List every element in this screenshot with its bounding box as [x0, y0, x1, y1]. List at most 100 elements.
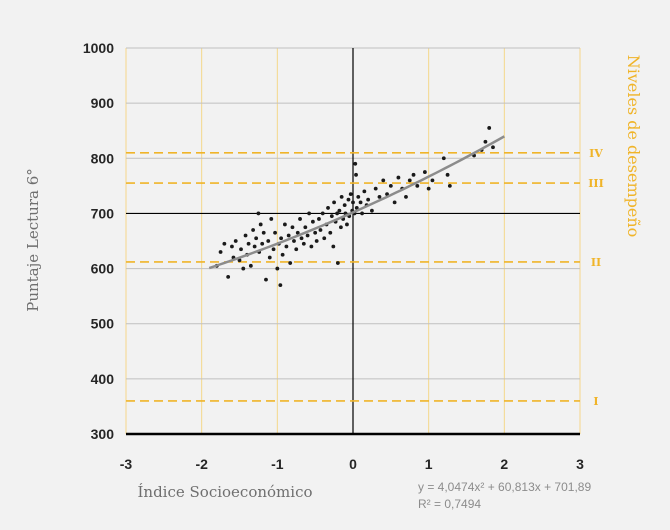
- data-point-7: [237, 258, 242, 263]
- data-point-95: [404, 194, 408, 199]
- x-tick-0: 0: [349, 456, 357, 472]
- level-label-III: III: [588, 177, 603, 190]
- data-point-108: [487, 126, 492, 130]
- data-point-97: [411, 172, 416, 177]
- data-point-104: [447, 183, 452, 188]
- data-point-93: [396, 175, 401, 180]
- data-point-80: [356, 194, 361, 199]
- trendline-curve: [208, 135, 505, 270]
- data-point-8: [239, 247, 243, 252]
- data-point-51: [317, 217, 321, 221]
- vertical-grid: [125, 48, 581, 434]
- data-point-77: [353, 161, 358, 166]
- data-point-88: [377, 194, 382, 199]
- y-tick-1000: 1000: [83, 40, 114, 56]
- data-point-37: [290, 225, 295, 230]
- y-tick-700: 700: [91, 205, 115, 221]
- data-point-107: [483, 139, 488, 144]
- data-point-10: [243, 233, 248, 238]
- data-point-98: [415, 183, 420, 188]
- x-tick-labels: -3 -2 -1 0 1 2 3: [120, 456, 584, 472]
- data-point-49: [313, 230, 318, 235]
- data-point-78: [354, 172, 358, 177]
- data-point-25: [269, 217, 274, 221]
- data-points: [214, 126, 495, 288]
- data-point-64: [337, 208, 342, 213]
- data-point-96: [407, 178, 412, 183]
- data-point-79: [354, 206, 359, 210]
- data-point-58: [329, 214, 334, 219]
- data-point-102: [441, 156, 446, 161]
- level-label-II: II: [591, 256, 601, 269]
- data-point-2: [222, 241, 227, 246]
- x-tick--1: -1: [271, 456, 284, 472]
- data-point-43: [301, 241, 306, 246]
- y-tick-900: 900: [91, 95, 115, 111]
- data-point-45: [305, 233, 310, 238]
- data-point-22: [264, 277, 268, 282]
- data-point-92: [392, 200, 397, 205]
- data-point-50: [314, 239, 319, 243]
- x-tick-2: 2: [500, 456, 508, 472]
- y-tick-300: 300: [91, 426, 115, 442]
- data-point-91: [388, 183, 393, 188]
- y-tick-400: 400: [91, 371, 115, 387]
- x-tick--2: -2: [195, 456, 208, 472]
- data-point-68: [342, 203, 347, 208]
- data-point-23: [266, 239, 271, 243]
- data-point-17: [256, 211, 261, 216]
- level-label-IV: IV: [589, 147, 603, 160]
- data-point-12: [246, 241, 251, 246]
- x-axis-title: Índice Socioeconómico: [137, 483, 312, 501]
- data-point-28: [275, 266, 280, 271]
- data-point-4: [230, 244, 234, 249]
- data-point-1: [218, 250, 223, 254]
- data-point-44: [303, 225, 308, 230]
- data-point-65: [338, 225, 343, 230]
- y-tick-600: 600: [91, 261, 115, 277]
- data-point-81: [358, 200, 363, 205]
- data-point-13: [248, 263, 253, 268]
- axes: [126, 48, 580, 436]
- data-point-14: [251, 228, 256, 232]
- data-point-63: [335, 261, 340, 265]
- data-point-39: [294, 247, 299, 252]
- trendline-r-squared: R² = 0,7494: [418, 497, 481, 511]
- data-point-75: [351, 200, 355, 205]
- data-point-31: [279, 236, 284, 241]
- data-point-53: [320, 211, 325, 216]
- y-tick-labels: 300 400 500 600 700 800 900 1000: [83, 40, 114, 442]
- y-tick-500: 500: [91, 316, 115, 332]
- data-point-54: [322, 236, 327, 241]
- data-point-42: [299, 236, 304, 241]
- data-point-82: [360, 211, 364, 216]
- data-point-34: [284, 244, 289, 249]
- data-point-62: [335, 211, 340, 216]
- data-point-73: [348, 192, 353, 197]
- data-point-40: [295, 230, 300, 235]
- data-point-9: [241, 266, 246, 271]
- x-tick--3: -3: [120, 456, 133, 472]
- data-point-89: [381, 178, 386, 183]
- data-point-36: [288, 261, 293, 265]
- data-point-24: [267, 255, 272, 260]
- data-point-87: [373, 186, 378, 191]
- data-point-103: [445, 172, 450, 177]
- secondary-y-axis-title: Niveles de desempeño: [624, 55, 643, 238]
- data-point-71: [346, 197, 351, 202]
- data-point-15: [252, 244, 257, 249]
- data-point-32: [280, 252, 285, 257]
- data-point-30: [278, 283, 283, 288]
- data-point-38: [292, 239, 296, 243]
- data-point-52: [318, 228, 323, 232]
- data-point-35: [286, 233, 291, 238]
- data-point-21: [261, 230, 266, 235]
- data-point-47: [309, 244, 314, 249]
- data-point-19: [258, 222, 263, 227]
- data-point-41: [298, 217, 302, 221]
- data-point-56: [326, 206, 330, 210]
- data-point-101: [430, 178, 435, 183]
- trendline: [208, 135, 505, 270]
